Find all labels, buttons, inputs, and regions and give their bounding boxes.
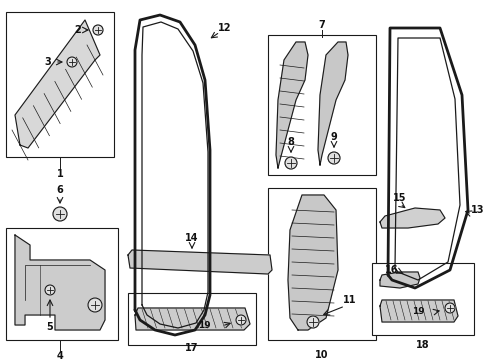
Text: 4: 4	[57, 351, 63, 360]
Text: 17: 17	[185, 343, 198, 353]
Circle shape	[53, 207, 67, 221]
Circle shape	[327, 152, 339, 164]
Polygon shape	[275, 42, 307, 168]
Polygon shape	[15, 235, 105, 330]
Polygon shape	[128, 250, 271, 274]
Text: 19: 19	[197, 321, 210, 330]
Circle shape	[93, 25, 103, 35]
FancyBboxPatch shape	[6, 228, 118, 340]
Circle shape	[285, 157, 296, 169]
Polygon shape	[135, 308, 249, 330]
Text: 13: 13	[470, 205, 484, 215]
Text: 19: 19	[411, 307, 424, 316]
Text: 8: 8	[287, 137, 294, 147]
FancyBboxPatch shape	[128, 293, 256, 345]
Text: 9: 9	[330, 132, 337, 142]
Circle shape	[236, 315, 245, 325]
FancyBboxPatch shape	[371, 263, 473, 335]
FancyBboxPatch shape	[267, 35, 375, 175]
Text: 11: 11	[343, 295, 356, 305]
Circle shape	[88, 298, 102, 312]
Text: 6: 6	[57, 185, 63, 195]
Circle shape	[306, 316, 318, 328]
FancyBboxPatch shape	[6, 12, 114, 157]
Text: 2: 2	[75, 25, 81, 35]
Polygon shape	[379, 208, 444, 228]
Text: 7: 7	[318, 20, 325, 30]
Text: 18: 18	[415, 340, 429, 350]
Polygon shape	[379, 300, 457, 322]
Polygon shape	[317, 42, 347, 165]
Text: 15: 15	[392, 193, 406, 203]
FancyBboxPatch shape	[267, 188, 375, 340]
Text: 10: 10	[315, 350, 328, 360]
Circle shape	[67, 57, 77, 67]
Polygon shape	[287, 195, 337, 330]
Polygon shape	[15, 20, 100, 148]
Text: 1: 1	[57, 169, 63, 179]
Circle shape	[444, 303, 454, 313]
Circle shape	[45, 285, 55, 295]
Text: 3: 3	[44, 57, 51, 67]
Text: 5: 5	[46, 322, 53, 332]
Text: 16: 16	[385, 265, 398, 275]
Polygon shape	[379, 272, 419, 288]
Text: 14: 14	[185, 233, 198, 243]
Text: 12: 12	[218, 23, 231, 33]
